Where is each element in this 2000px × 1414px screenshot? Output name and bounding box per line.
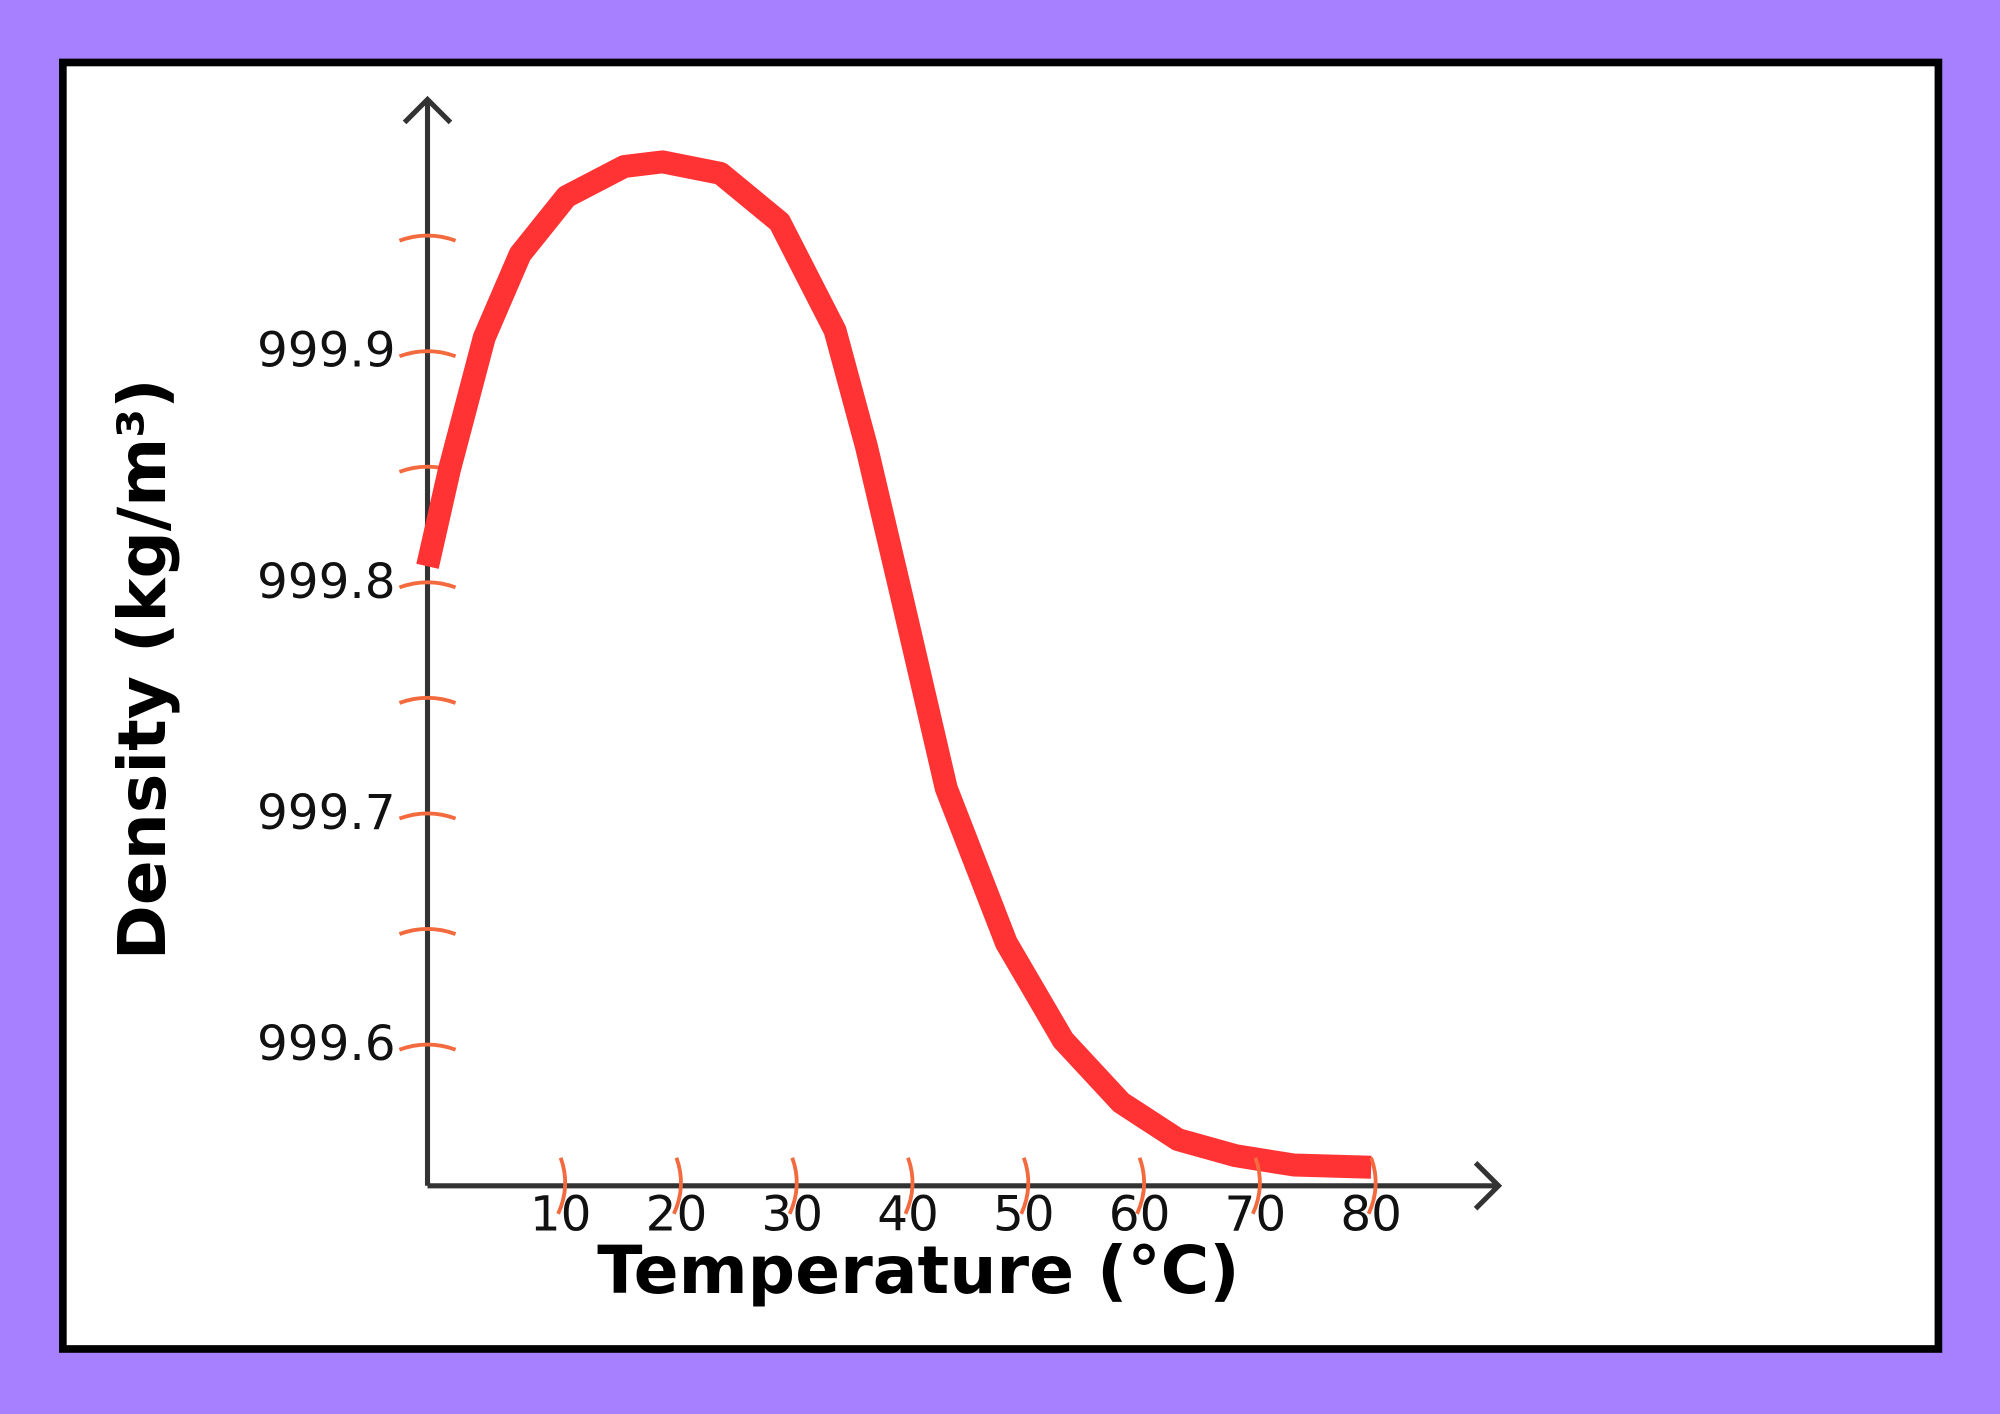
- x-tick-label: 70: [1225, 1187, 1287, 1243]
- plot-frame: [59, 58, 1943, 1353]
- y-axis-title: Density (kg/m³): [103, 378, 181, 960]
- y-tick-label: 999.6: [257, 1016, 396, 1072]
- x-tick-label: 40: [877, 1187, 939, 1243]
- y-minor-tick: [398, 233, 457, 243]
- x-tick: [556, 1157, 568, 1215]
- y-tick-label: 999.7: [257, 785, 396, 841]
- y-tick: [398, 1042, 457, 1052]
- x-tick-label: 50: [993, 1187, 1055, 1243]
- x-tick: [1251, 1157, 1262, 1215]
- data-line: [416, 150, 1372, 1179]
- x-tick: [672, 1157, 683, 1215]
- y-axis: [402, 95, 453, 1186]
- x-axis: [427, 1161, 1503, 1211]
- y-minor-tick: [398, 927, 457, 936]
- x-tick: [903, 1157, 915, 1215]
- x-tick-label: 80: [1340, 1187, 1402, 1243]
- x-tick-label: 60: [1109, 1187, 1171, 1243]
- y-tick: [398, 349, 457, 359]
- y-tick-label: 999.9: [257, 323, 396, 379]
- x-tick: [1019, 1157, 1031, 1215]
- y-tick-label: 999.8: [257, 554, 396, 610]
- x-tick: [1135, 1157, 1146, 1215]
- x-tick-label: 30: [761, 1187, 823, 1243]
- x-tick: [1366, 1157, 1378, 1215]
- x-axis-title: Temperature (°C): [597, 1231, 1239, 1309]
- x-tick-label: 10: [530, 1187, 592, 1243]
- y-tick: [398, 811, 457, 821]
- x-tick-label: 20: [646, 1187, 708, 1243]
- y-minor-tick: [398, 695, 457, 705]
- x-tick: [787, 1157, 799, 1215]
- y-tick: [398, 580, 457, 590]
